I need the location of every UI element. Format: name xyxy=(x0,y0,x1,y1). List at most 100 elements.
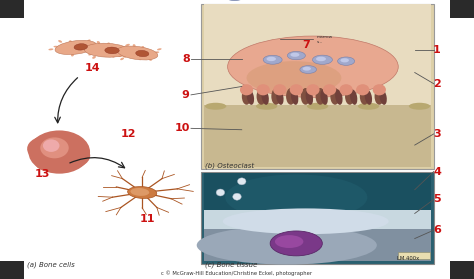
Text: 11: 11 xyxy=(139,214,155,224)
Bar xyxy=(204,210,431,229)
Text: 12: 12 xyxy=(120,129,136,139)
Ellipse shape xyxy=(365,90,372,105)
Bar xyxy=(201,172,434,264)
Ellipse shape xyxy=(358,103,379,110)
Ellipse shape xyxy=(233,193,241,200)
Bar xyxy=(201,4,434,169)
Ellipse shape xyxy=(242,88,251,105)
Ellipse shape xyxy=(157,48,162,50)
Text: marrow
s...: marrow s... xyxy=(317,35,333,44)
Ellipse shape xyxy=(237,178,246,185)
Ellipse shape xyxy=(330,88,340,105)
Ellipse shape xyxy=(339,84,353,95)
Ellipse shape xyxy=(266,57,276,61)
Ellipse shape xyxy=(228,36,398,97)
Ellipse shape xyxy=(43,140,60,152)
Ellipse shape xyxy=(306,90,313,105)
Ellipse shape xyxy=(117,46,158,60)
Ellipse shape xyxy=(345,88,355,105)
Ellipse shape xyxy=(136,50,149,57)
Text: LM 400x: LM 400x xyxy=(397,256,419,261)
Ellipse shape xyxy=(240,84,253,95)
Ellipse shape xyxy=(223,208,389,234)
Ellipse shape xyxy=(52,144,90,169)
Ellipse shape xyxy=(54,46,59,47)
Ellipse shape xyxy=(48,49,54,50)
Ellipse shape xyxy=(291,53,300,57)
Ellipse shape xyxy=(58,40,62,43)
Ellipse shape xyxy=(307,103,328,110)
Bar xyxy=(204,4,431,111)
Text: 1: 1 xyxy=(433,45,441,55)
Ellipse shape xyxy=(118,51,122,53)
Text: 3: 3 xyxy=(433,129,441,139)
Ellipse shape xyxy=(84,43,129,57)
Text: 9: 9 xyxy=(182,90,190,100)
Ellipse shape xyxy=(87,45,92,47)
Ellipse shape xyxy=(97,41,100,44)
Ellipse shape xyxy=(148,53,153,55)
Ellipse shape xyxy=(374,88,384,105)
Ellipse shape xyxy=(316,57,326,61)
Ellipse shape xyxy=(225,0,244,1)
Ellipse shape xyxy=(96,50,100,52)
Ellipse shape xyxy=(246,90,254,105)
Ellipse shape xyxy=(90,50,95,52)
Ellipse shape xyxy=(312,55,332,64)
Bar xyxy=(0,261,24,279)
Bar xyxy=(204,105,431,167)
Text: 8: 8 xyxy=(182,54,190,64)
Ellipse shape xyxy=(300,66,317,73)
Ellipse shape xyxy=(290,84,303,95)
Ellipse shape xyxy=(112,45,115,48)
Text: 7: 7 xyxy=(302,40,310,50)
Ellipse shape xyxy=(130,188,149,196)
Ellipse shape xyxy=(216,189,225,196)
Text: c © McGraw-Hill Education/Christine Eckel, photographer: c © McGraw-Hill Education/Christine Ecke… xyxy=(162,271,312,276)
Ellipse shape xyxy=(287,51,305,60)
Ellipse shape xyxy=(356,84,369,95)
Ellipse shape xyxy=(256,103,277,110)
Ellipse shape xyxy=(122,55,126,58)
Ellipse shape xyxy=(110,50,116,52)
Ellipse shape xyxy=(132,56,136,58)
Ellipse shape xyxy=(121,53,126,54)
Ellipse shape xyxy=(320,90,328,105)
Ellipse shape xyxy=(270,231,322,256)
Ellipse shape xyxy=(27,135,73,163)
Ellipse shape xyxy=(85,46,91,49)
Text: 10: 10 xyxy=(175,123,190,133)
Text: 6: 6 xyxy=(433,225,441,235)
Ellipse shape xyxy=(379,90,387,105)
Ellipse shape xyxy=(71,54,74,56)
Ellipse shape xyxy=(63,49,67,51)
Ellipse shape xyxy=(313,46,389,82)
Text: 14: 14 xyxy=(85,63,100,73)
Ellipse shape xyxy=(138,57,142,60)
Ellipse shape xyxy=(92,56,96,59)
Ellipse shape xyxy=(141,46,144,49)
Ellipse shape xyxy=(90,43,94,45)
Ellipse shape xyxy=(125,44,130,46)
Ellipse shape xyxy=(111,55,115,58)
Ellipse shape xyxy=(276,90,283,105)
Bar xyxy=(450,0,474,18)
Ellipse shape xyxy=(129,48,132,51)
Ellipse shape xyxy=(263,55,282,64)
Ellipse shape xyxy=(261,90,269,105)
Ellipse shape xyxy=(256,88,266,105)
Ellipse shape xyxy=(148,58,152,61)
Ellipse shape xyxy=(64,51,68,54)
Ellipse shape xyxy=(61,44,66,46)
Ellipse shape xyxy=(107,42,110,46)
Ellipse shape xyxy=(74,44,88,50)
Bar xyxy=(450,261,474,279)
Ellipse shape xyxy=(133,44,136,47)
Ellipse shape xyxy=(360,88,369,105)
Ellipse shape xyxy=(409,103,430,110)
Ellipse shape xyxy=(36,155,73,172)
Ellipse shape xyxy=(87,39,91,42)
Ellipse shape xyxy=(120,48,124,51)
Bar xyxy=(204,225,431,261)
Bar xyxy=(204,172,431,213)
